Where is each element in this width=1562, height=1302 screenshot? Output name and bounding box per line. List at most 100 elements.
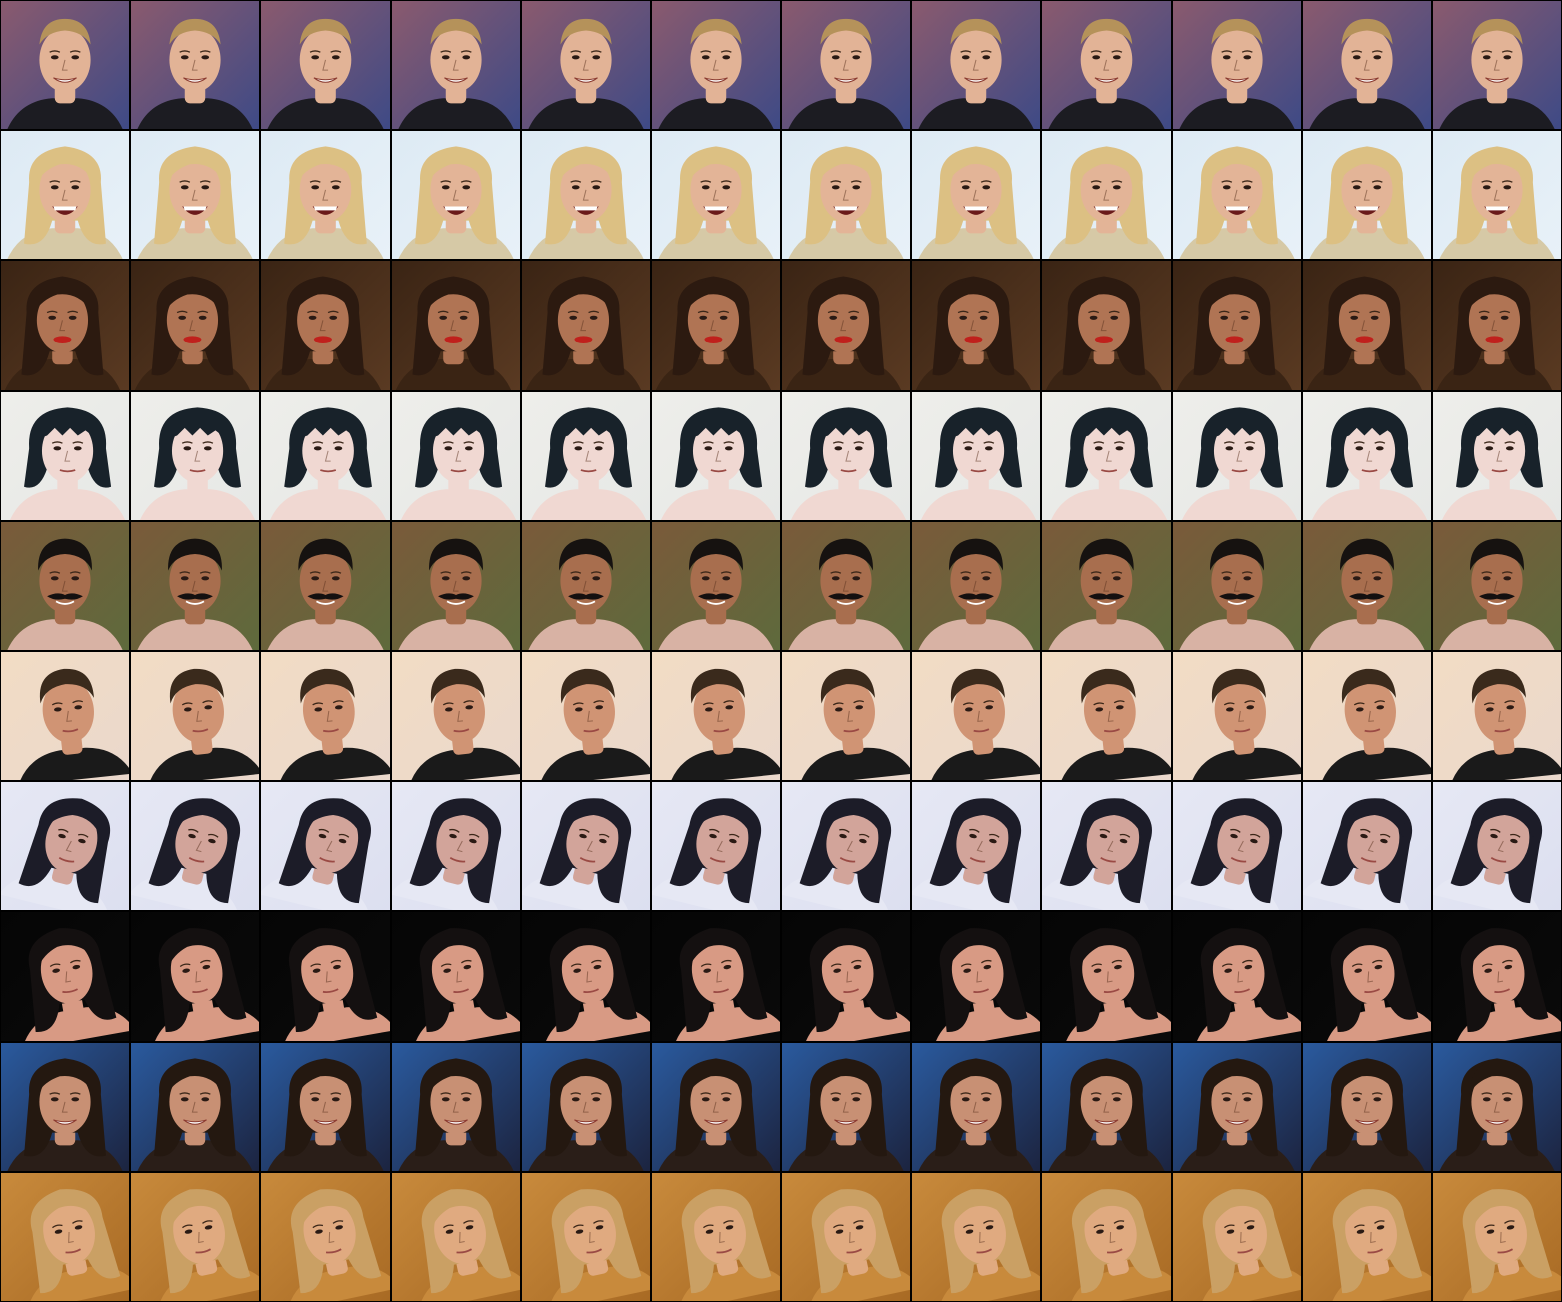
- nose: [189, 320, 195, 332]
- face-image: [131, 1173, 259, 1301]
- mouth: [574, 1119, 598, 1125]
- face-image: [1173, 522, 1301, 650]
- face-thumbnail: [1303, 131, 1431, 259]
- face-image: [1433, 522, 1561, 650]
- mouth: [580, 469, 597, 473]
- hair-top: [947, 1060, 1005, 1095]
- left-eye: [571, 185, 580, 190]
- mouth: [843, 728, 860, 733]
- face-image: [1173, 392, 1301, 520]
- hair-top: [299, 1191, 356, 1231]
- right-eye: [204, 705, 213, 710]
- mouth: [1097, 600, 1116, 605]
- hair-top: [306, 800, 364, 838]
- face: [1341, 27, 1393, 92]
- face: [1080, 27, 1133, 92]
- left-eye: [48, 315, 57, 320]
- shoulders: [1179, 619, 1295, 650]
- shoulders: [137, 619, 253, 650]
- hair-bangs: [950, 409, 1007, 439]
- face-thumbnail: [652, 131, 780, 259]
- face-image: [261, 652, 390, 780]
- left-eye: [313, 446, 322, 451]
- nose: [452, 1101, 459, 1113]
- right-eye: [331, 55, 340, 60]
- face: [562, 418, 615, 483]
- face-thumbnail: [1, 261, 129, 390]
- face-image: [392, 652, 520, 780]
- mouth: [1491, 469, 1508, 473]
- face-thumbnail: [652, 1, 780, 129]
- left-eye: [835, 1229, 844, 1234]
- left-eye: [1092, 55, 1101, 60]
- mouth: [1227, 600, 1247, 605]
- mouth: [1497, 1248, 1514, 1254]
- face: [1468, 288, 1521, 353]
- shoulders: [267, 619, 384, 650]
- nose: [452, 189, 459, 201]
- mouth: [973, 728, 990, 733]
- mouth: [574, 336, 593, 344]
- nose: [845, 450, 852, 462]
- face-row: [0, 651, 1562, 781]
- left-eye: [961, 576, 970, 581]
- shoulders: [1181, 489, 1298, 520]
- nose: [585, 450, 592, 462]
- shoulders: [669, 747, 780, 780]
- mustache: [828, 593, 864, 600]
- mouth: [1231, 469, 1248, 473]
- face-image: [1433, 392, 1561, 520]
- face-thumbnail: [1042, 1043, 1171, 1171]
- face-thumbnail: [912, 782, 1040, 910]
- shoulders: [790, 489, 907, 520]
- shoulders: [1179, 98, 1295, 129]
- mouth: [1230, 857, 1247, 863]
- left-eye: [318, 833, 327, 839]
- nose: [1496, 450, 1503, 462]
- left-eye: [1226, 1229, 1235, 1234]
- left-eye: [961, 1097, 970, 1102]
- face: [1474, 678, 1526, 743]
- mouth: [1094, 1119, 1119, 1125]
- left-eye: [1222, 1097, 1231, 1102]
- nose: [972, 59, 979, 71]
- face: [299, 27, 352, 92]
- face-image: [1433, 131, 1561, 259]
- nose: [1109, 1231, 1116, 1244]
- nose: [66, 710, 72, 722]
- right-eye: [334, 705, 343, 710]
- mouth: [444, 336, 463, 344]
- mouth: [706, 600, 726, 605]
- face-image: [652, 261, 780, 390]
- hair-top: [1471, 18, 1523, 45]
- shoulders: [1450, 747, 1561, 780]
- mouth: [320, 469, 337, 473]
- mouth: [704, 336, 723, 344]
- mouth: [58, 857, 75, 863]
- left-eye: [833, 968, 841, 973]
- face-image: [1303, 782, 1431, 910]
- nose: [970, 320, 976, 332]
- left-eye: [1224, 968, 1232, 973]
- face-thumbnail: [261, 1, 390, 129]
- hair-top: [1078, 1060, 1135, 1095]
- face-image: [1173, 131, 1301, 259]
- face-image: [1433, 1, 1561, 129]
- face-row: [0, 911, 1562, 1041]
- mouth: [1367, 1248, 1384, 1254]
- left-eye: [963, 968, 971, 973]
- hair-top: [1210, 538, 1264, 571]
- face-thumbnail: [782, 652, 910, 780]
- mouth: [65, 1248, 82, 1254]
- face-image: [782, 392, 910, 520]
- hair-top: [1340, 538, 1394, 571]
- left-eye: [829, 315, 838, 320]
- right-eye: [722, 55, 731, 60]
- face-thumbnail: [131, 261, 259, 390]
- hair-top: [168, 538, 222, 571]
- nose: [849, 1231, 855, 1244]
- face-thumbnail: [261, 131, 390, 259]
- hair-top: [818, 930, 874, 969]
- face-thumbnail: [652, 782, 780, 910]
- face-thumbnail: [1173, 1, 1301, 129]
